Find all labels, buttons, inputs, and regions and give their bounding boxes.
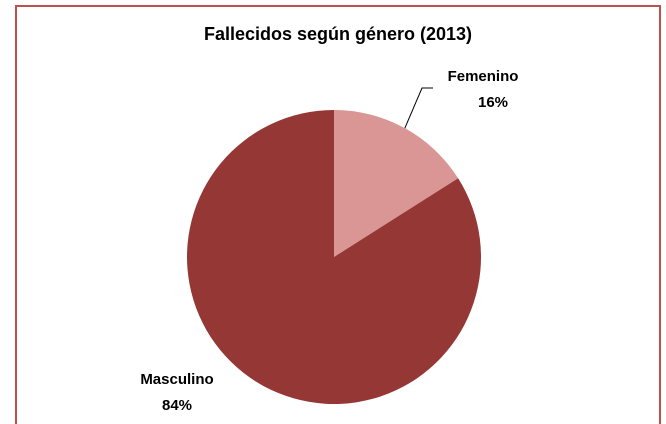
slice-value-label: 84% [162, 397, 192, 414]
leader-line [404, 87, 433, 129]
chart-border [15, 5, 661, 424]
slice-label: Femenino [448, 68, 519, 85]
slice-value-label: 16% [478, 94, 508, 111]
pie-slice [186, 110, 482, 404]
slice-label: Masculino [140, 371, 213, 388]
pie-slice [334, 110, 459, 257]
chart-title: Fallecidos según género (2013) [204, 24, 472, 44]
